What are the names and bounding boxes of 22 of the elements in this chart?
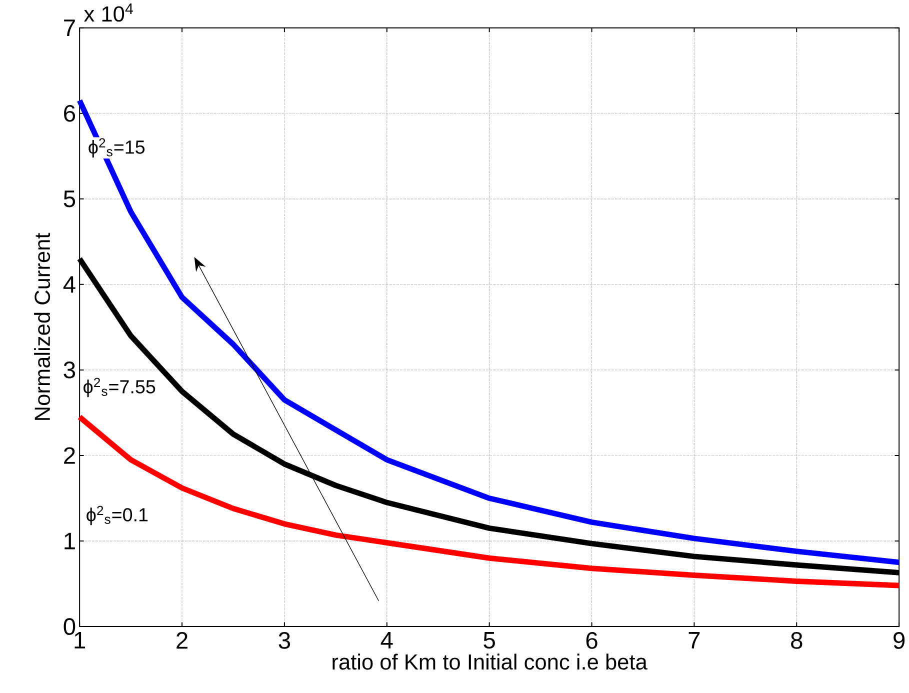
y-tick-label: 1 <box>64 532 75 550</box>
x-tick-label: 3 <box>278 632 290 649</box>
x-tick-label: 6 <box>586 632 598 649</box>
x-tick-label: 2 <box>176 632 188 649</box>
y-tick-label: 3 <box>64 361 76 378</box>
x-tick-label: 8 <box>791 632 802 649</box>
text: x 10$^{4}$ <box>84 3 133 22</box>
x-axis-title: ratio of Km to Initial conc i.e beta <box>332 654 648 670</box>
x-tick-label: 5 <box>484 632 495 649</box>
y-axis-title: Normalized Current <box>34 232 50 420</box>
y-tick-label: 0 <box>64 618 76 635</box>
x-tick-label: 9 <box>894 632 905 649</box>
series-label: ϕ$^{2}$$_{s}$=7.55 <box>84 378 156 398</box>
y-tick-label: 6 <box>64 104 76 122</box>
y-tick-label: 7 <box>64 20 75 36</box>
series-label: ϕ$^{2}$$_{s}$=15 <box>88 138 145 158</box>
y-tick-label: 4 <box>63 276 76 293</box>
y-tick-label: 5 <box>64 190 76 208</box>
x-tick-label: 7 <box>688 632 700 648</box>
series-label: ϕ$^{2}$$_{s}$=0.1 <box>86 506 148 526</box>
y-tick-label: 2 <box>64 447 75 464</box>
x-tick-label: 4 <box>380 632 393 648</box>
